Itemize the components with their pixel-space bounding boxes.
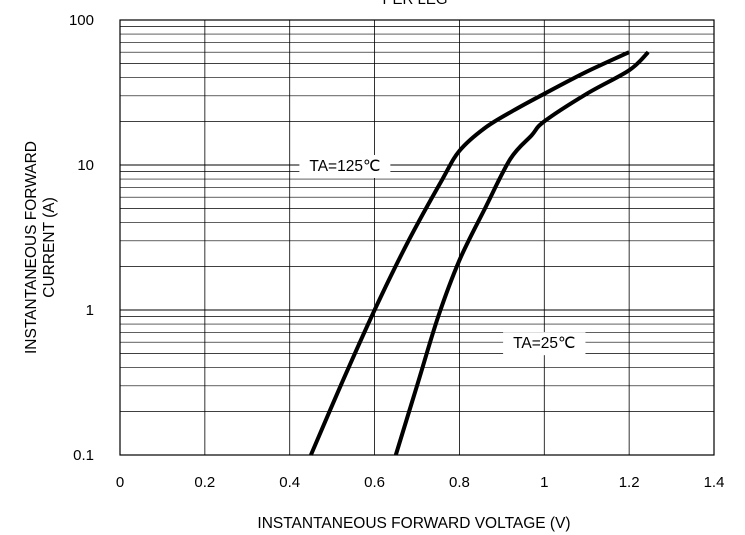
annotation-background <box>299 155 391 178</box>
series-line <box>309 50 630 456</box>
x-tick-label: 1 <box>540 474 548 491</box>
x-axis-label: INSTANTANEOUS FORWARD VOLTAGE (V) <box>257 515 570 532</box>
x-tick-labels: 0 0.2 0.4 0.6 0.8 1 1.2 1.4 <box>116 474 725 491</box>
x-tick-label: 1.4 <box>704 474 725 491</box>
annotation-background <box>503 332 586 356</box>
chart-title: PER LEG <box>382 0 447 8</box>
plot-frame <box>119 19 715 456</box>
y-axis-label-line: INSTANTANEOUS FORWARD <box>23 141 40 354</box>
series-annotation: TA=125℃ <box>309 158 380 175</box>
y-tick-labels: 0.1 1 10 100 <box>69 12 94 464</box>
y-axis-label: INSTANTANEOUS FORWARD CURRENT (A) <box>23 141 58 354</box>
x-tick-label: 0 <box>116 474 124 491</box>
y-tick-label: 100 <box>69 12 94 29</box>
x-tick-label: 0.4 <box>279 474 300 491</box>
y-tick-label: 1 <box>86 302 94 319</box>
x-tick-label: 0.6 <box>364 474 385 491</box>
x-tick-label: 0.2 <box>194 474 215 491</box>
x-tick-label: 0.8 <box>449 474 470 491</box>
series-line <box>393 50 650 456</box>
series-annotations: TA=125℃ TA=25℃ <box>299 155 586 356</box>
series-annotation: TA=25℃ <box>513 335 575 352</box>
y-axis-label-line: CURRENT (A) <box>41 197 58 297</box>
series-layer <box>309 50 650 456</box>
x-tick-label: 1.2 <box>619 474 640 491</box>
y-tick-label: 10 <box>77 157 94 174</box>
y-tick-label: 0.1 <box>73 447 94 464</box>
